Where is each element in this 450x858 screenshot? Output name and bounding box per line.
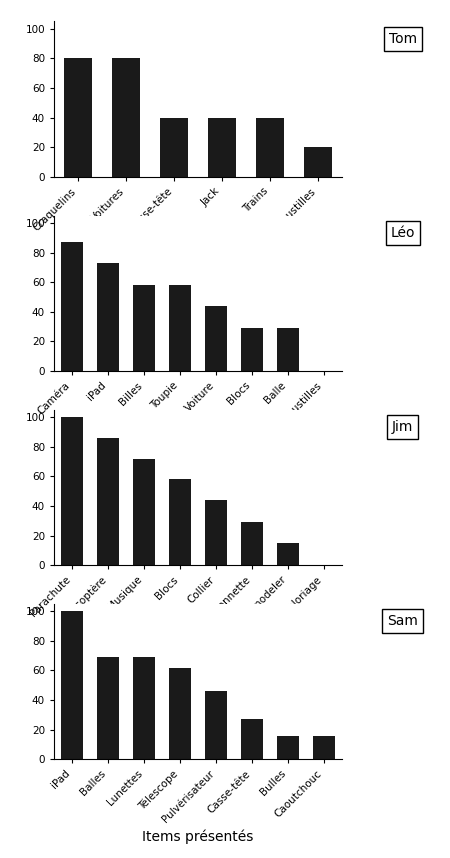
Text: Tom: Tom (389, 32, 417, 45)
Bar (61, 242, 83, 371)
Bar (304, 148, 333, 177)
Text: Léo: Léo (391, 226, 415, 240)
Bar (133, 458, 155, 565)
Bar (97, 263, 119, 371)
Bar (97, 657, 119, 759)
Bar (241, 328, 263, 371)
Bar (169, 668, 191, 759)
Bar (277, 543, 299, 565)
Bar (205, 500, 227, 565)
Bar (313, 735, 335, 759)
Bar (160, 118, 189, 177)
Bar (169, 480, 191, 565)
Bar (169, 285, 191, 371)
Bar (112, 58, 140, 177)
Bar (133, 285, 155, 371)
Bar (205, 306, 227, 371)
Bar (241, 523, 263, 565)
Text: Sam: Sam (387, 614, 418, 628)
Bar (256, 118, 284, 177)
Bar (61, 611, 83, 759)
Bar (241, 719, 263, 759)
Bar (63, 58, 92, 177)
X-axis label: Items présentés: Items présentés (142, 830, 254, 844)
Bar (205, 692, 227, 759)
Bar (97, 438, 119, 565)
Bar (277, 328, 299, 371)
Bar (133, 657, 155, 759)
Bar (277, 735, 299, 759)
Bar (207, 118, 236, 177)
Bar (61, 417, 83, 565)
Text: Jim: Jim (392, 420, 414, 434)
